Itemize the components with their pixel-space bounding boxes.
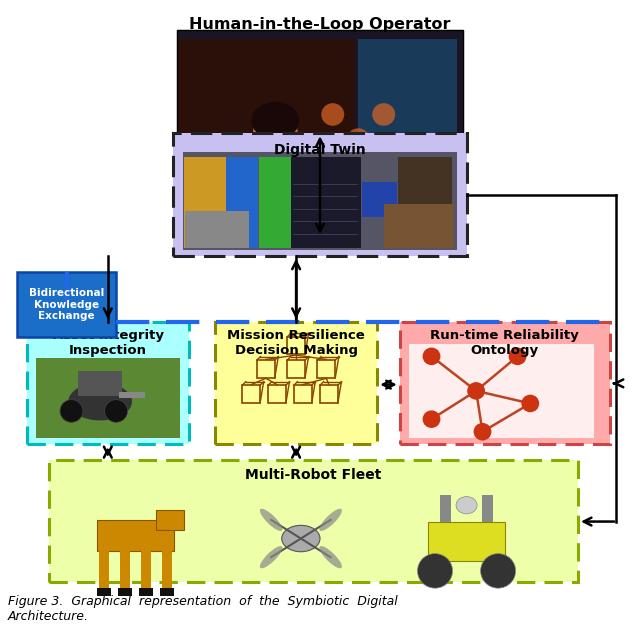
Circle shape (509, 348, 527, 365)
Bar (160, 587, 173, 596)
Ellipse shape (456, 497, 477, 514)
Bar (409, 344, 594, 438)
Text: Human-in-the-Loop Operator: Human-in-the-Loop Operator (189, 17, 451, 32)
Text: Asset Integrity
Inspection: Asset Integrity Inspection (52, 329, 164, 357)
Bar (119, 392, 145, 398)
Bar (399, 322, 610, 444)
Bar (78, 371, 122, 396)
Ellipse shape (252, 102, 300, 139)
Ellipse shape (253, 108, 298, 158)
Bar (49, 460, 578, 582)
Circle shape (347, 128, 370, 151)
Bar (257, 360, 275, 378)
Bar (97, 587, 111, 596)
Text: Mission Resilience
Decision Making: Mission Resilience Decision Making (227, 329, 365, 357)
Bar (36, 358, 180, 438)
Bar (482, 495, 493, 522)
Ellipse shape (259, 146, 298, 171)
Ellipse shape (68, 383, 132, 420)
Bar (185, 211, 248, 248)
Circle shape (372, 103, 395, 126)
Text: Multi-Robot Fleet: Multi-Robot Fleet (246, 468, 382, 481)
Ellipse shape (260, 509, 282, 531)
Bar (99, 548, 109, 589)
Bar (177, 30, 463, 237)
Bar (287, 360, 305, 378)
Bar (428, 522, 505, 560)
Circle shape (417, 553, 452, 588)
Bar (49, 460, 578, 582)
Text: Digital Twin: Digital Twin (274, 143, 366, 156)
Bar (440, 495, 451, 522)
Bar (173, 133, 467, 256)
Bar (215, 322, 378, 444)
Text: Architecture.: Architecture. (8, 610, 89, 623)
Bar (384, 204, 454, 248)
Circle shape (481, 553, 516, 588)
Bar (215, 322, 378, 444)
Circle shape (60, 399, 83, 422)
Ellipse shape (319, 546, 342, 569)
Bar (294, 386, 312, 403)
Text: Figure 3.  Graphical  representation  of  the  Symbiotic  Digital: Figure 3. Graphical representation of th… (8, 595, 397, 608)
Circle shape (422, 348, 440, 365)
Circle shape (467, 382, 485, 399)
Bar (287, 337, 305, 355)
Bar (320, 386, 338, 403)
Bar (177, 39, 355, 234)
Bar (365, 139, 428, 215)
Bar (227, 157, 258, 248)
Bar (139, 587, 153, 596)
Ellipse shape (231, 143, 320, 256)
Bar (362, 182, 397, 217)
Bar (397, 157, 452, 248)
Bar (399, 322, 610, 444)
Bar (120, 548, 129, 589)
Circle shape (522, 394, 540, 412)
Circle shape (422, 410, 440, 428)
Bar (183, 152, 457, 249)
Bar (173, 133, 467, 256)
Circle shape (321, 103, 344, 126)
Ellipse shape (319, 509, 342, 531)
Bar (27, 322, 189, 444)
Ellipse shape (260, 546, 282, 569)
Bar (358, 39, 457, 234)
Bar (162, 548, 172, 589)
Bar (317, 360, 335, 378)
Bar (243, 386, 260, 403)
Text: Bidirectional
Knowledge
Exchange: Bidirectional Knowledge Exchange (29, 288, 104, 321)
Bar (259, 157, 291, 248)
Bar (97, 520, 173, 551)
Ellipse shape (282, 526, 320, 551)
Circle shape (474, 423, 492, 440)
Circle shape (104, 399, 127, 422)
Bar (184, 157, 226, 248)
Bar (156, 510, 184, 530)
Bar (177, 30, 463, 237)
Bar (268, 386, 286, 403)
Bar (291, 157, 362, 248)
Bar (27, 322, 189, 444)
Text: Run-time Reliability
Ontology: Run-time Reliability Ontology (431, 329, 579, 357)
Bar (17, 271, 116, 338)
Bar (118, 587, 132, 596)
Bar (141, 548, 150, 589)
